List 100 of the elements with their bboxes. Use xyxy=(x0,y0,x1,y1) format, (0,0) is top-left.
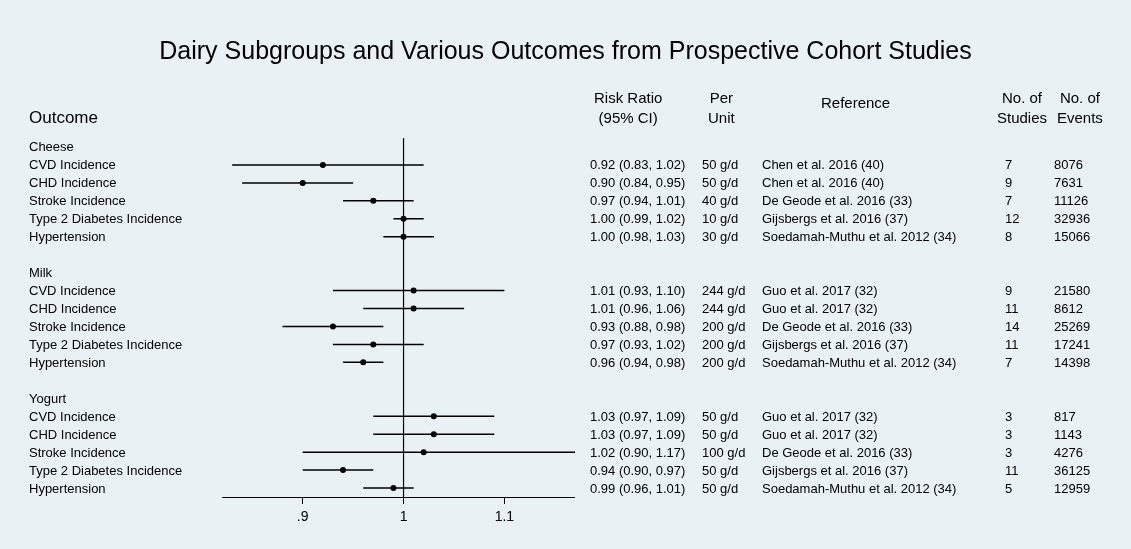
text: 50 g/d xyxy=(702,463,739,478)
data-label: 0.99 (0.96, 1.01) xyxy=(590,481,686,496)
data-label: 0.97 (0.93, 1.02) xyxy=(590,337,686,352)
y-tick-label: Hypertension xyxy=(29,481,106,496)
data-label: 1.02 (0.90, 1.17) xyxy=(590,445,686,460)
text: 200 g/d xyxy=(702,337,746,352)
text: 10 g/d xyxy=(702,211,739,226)
x-tick-label: 1 xyxy=(399,507,408,524)
data-label: 0.93 (0.88, 0.98) xyxy=(590,319,686,334)
text: 12 xyxy=(1005,211,1020,226)
data-label: 1.01 (0.93, 1.10) xyxy=(590,283,686,298)
text: 32936 xyxy=(1054,211,1091,226)
text: 3 xyxy=(1005,409,1013,424)
text: 1143 xyxy=(1054,427,1082,442)
y-tick-label: Type 2 Diabetes Incidence xyxy=(29,337,183,352)
text: 30 g/d xyxy=(702,229,739,244)
text: Guo et al. 2017 (32) xyxy=(762,427,878,442)
y-tick-label: CVD Incidence xyxy=(29,409,116,424)
text: 14 xyxy=(1005,319,1020,334)
y-axis-title: Outcome xyxy=(29,108,98,127)
text: 8076 xyxy=(1054,157,1083,172)
text: 50 g/d xyxy=(702,157,739,172)
text: 7 xyxy=(1005,193,1013,208)
text: Reference xyxy=(821,94,891,111)
y-tick-label: CHD Incidence xyxy=(29,175,117,190)
text: 244 g/d xyxy=(702,283,746,298)
text: 100 g/d xyxy=(702,445,746,460)
x-tick-label: .9 xyxy=(296,507,309,524)
text: 12959 xyxy=(1054,481,1091,496)
y-tick-label: Stroke Incidence xyxy=(29,445,126,460)
data-label: 0.97 (0.94, 1.01) xyxy=(590,193,686,208)
text: De Geode et al. 2016 (33) xyxy=(762,193,913,208)
text: 21580 xyxy=(1054,283,1091,298)
y-tick-label: Stroke Incidence xyxy=(29,319,126,334)
y-tick-label: Hypertension xyxy=(29,355,106,370)
y-tick-label: Yogurt xyxy=(29,391,67,406)
text: Gijsbergs et al. 2016 (37) xyxy=(762,463,908,478)
y-tick-label: CHD Incidence xyxy=(29,301,117,316)
text: 14398 xyxy=(1054,355,1091,370)
data-label: 0.90 (0.84, 0.95) xyxy=(590,175,686,190)
text: 50 g/d xyxy=(702,175,739,190)
text: 8612 xyxy=(1054,301,1083,316)
text: Chen et al. 2016 (40) xyxy=(762,175,885,190)
text: 7631 xyxy=(1054,175,1083,190)
text: Soedamah-Muthu et al. 2012 (34) xyxy=(762,355,957,370)
text: 11 xyxy=(1005,301,1019,316)
data-label: 0.96 (0.94, 0.98) xyxy=(590,355,686,370)
data-label: 1.00 (0.99, 1.02) xyxy=(590,211,686,226)
text: 8 xyxy=(1005,229,1013,244)
chart-title: Dairy Subgroups and Various Outcomes from Prospective Cohort Studies xyxy=(159,35,972,64)
text: Soedamah-Muthu et al. 2012 (34) xyxy=(762,229,957,244)
y-tick-label: Cheese xyxy=(29,139,74,154)
data-label: 1.03 (0.97, 1.09) xyxy=(590,427,686,442)
text: Per Unit xyxy=(708,89,736,126)
text: 9 xyxy=(1005,283,1013,298)
text: 50 g/d xyxy=(702,427,739,442)
text: 4276 xyxy=(1054,445,1083,460)
y-tick-label: Hypertension xyxy=(29,229,106,244)
text: 244 g/d xyxy=(702,301,746,316)
text: 200 g/d xyxy=(702,355,746,370)
text: 50 g/d xyxy=(702,409,739,424)
text: 817 xyxy=(1054,409,1076,424)
text: No. of Studies xyxy=(997,89,1048,126)
text: 17241 xyxy=(1054,337,1091,352)
y-tick-label: Type 2 Diabetes Incidence xyxy=(29,211,183,226)
text: De Geode et al. 2016 (33) xyxy=(762,319,913,334)
text: 36125 xyxy=(1054,463,1091,478)
text: No. of Events xyxy=(1057,89,1103,126)
text: 50 g/d xyxy=(702,481,739,496)
text: Gijsbergs et al. 2016 (37) xyxy=(762,337,908,352)
y-tick-label: CVD Incidence xyxy=(29,283,116,298)
text: Guo et al. 2017 (32) xyxy=(762,283,878,298)
text: 7 xyxy=(1005,157,1013,172)
text: 11 xyxy=(1005,337,1019,352)
y-tick-label: Stroke Incidence xyxy=(29,193,126,208)
text: De Geode et al. 2016 (33) xyxy=(762,445,913,460)
text: 40 g/d xyxy=(702,193,739,208)
data-label: 0.92 (0.83, 1.02) xyxy=(590,157,686,172)
text: 3 xyxy=(1005,445,1013,460)
y-tick-label: Milk xyxy=(29,265,53,280)
text: 3 xyxy=(1005,427,1013,442)
text: 15066 xyxy=(1054,229,1091,244)
data-label: 1.00 (0.98, 1.03) xyxy=(590,229,686,244)
y-tick-label: CVD Incidence xyxy=(29,157,116,172)
text: 5 xyxy=(1005,481,1013,496)
text: Risk Ratio (95% CI) xyxy=(594,89,663,126)
text: 9 xyxy=(1005,175,1013,190)
text: Soedamah-Muthu et al. 2012 (34) xyxy=(762,481,957,496)
x-tick-label: 1.1 xyxy=(494,507,515,524)
text: 11 xyxy=(1005,463,1019,478)
text: 7 xyxy=(1005,355,1013,370)
text: Guo et al. 2017 (32) xyxy=(762,409,878,424)
y-tick-label: CHD Incidence xyxy=(29,427,117,442)
text: Gijsbergs et al. 2016 (37) xyxy=(762,211,908,226)
data-label: 1.03 (0.97, 1.09) xyxy=(590,409,686,424)
text: 200 g/d xyxy=(702,319,746,334)
text: Guo et al. 2017 (32) xyxy=(762,301,878,316)
y-tick-label: Type 2 Diabetes Incidence xyxy=(29,463,183,478)
data-label: 1.01 (0.96, 1.06) xyxy=(590,301,686,316)
text: 11126 xyxy=(1054,193,1089,208)
